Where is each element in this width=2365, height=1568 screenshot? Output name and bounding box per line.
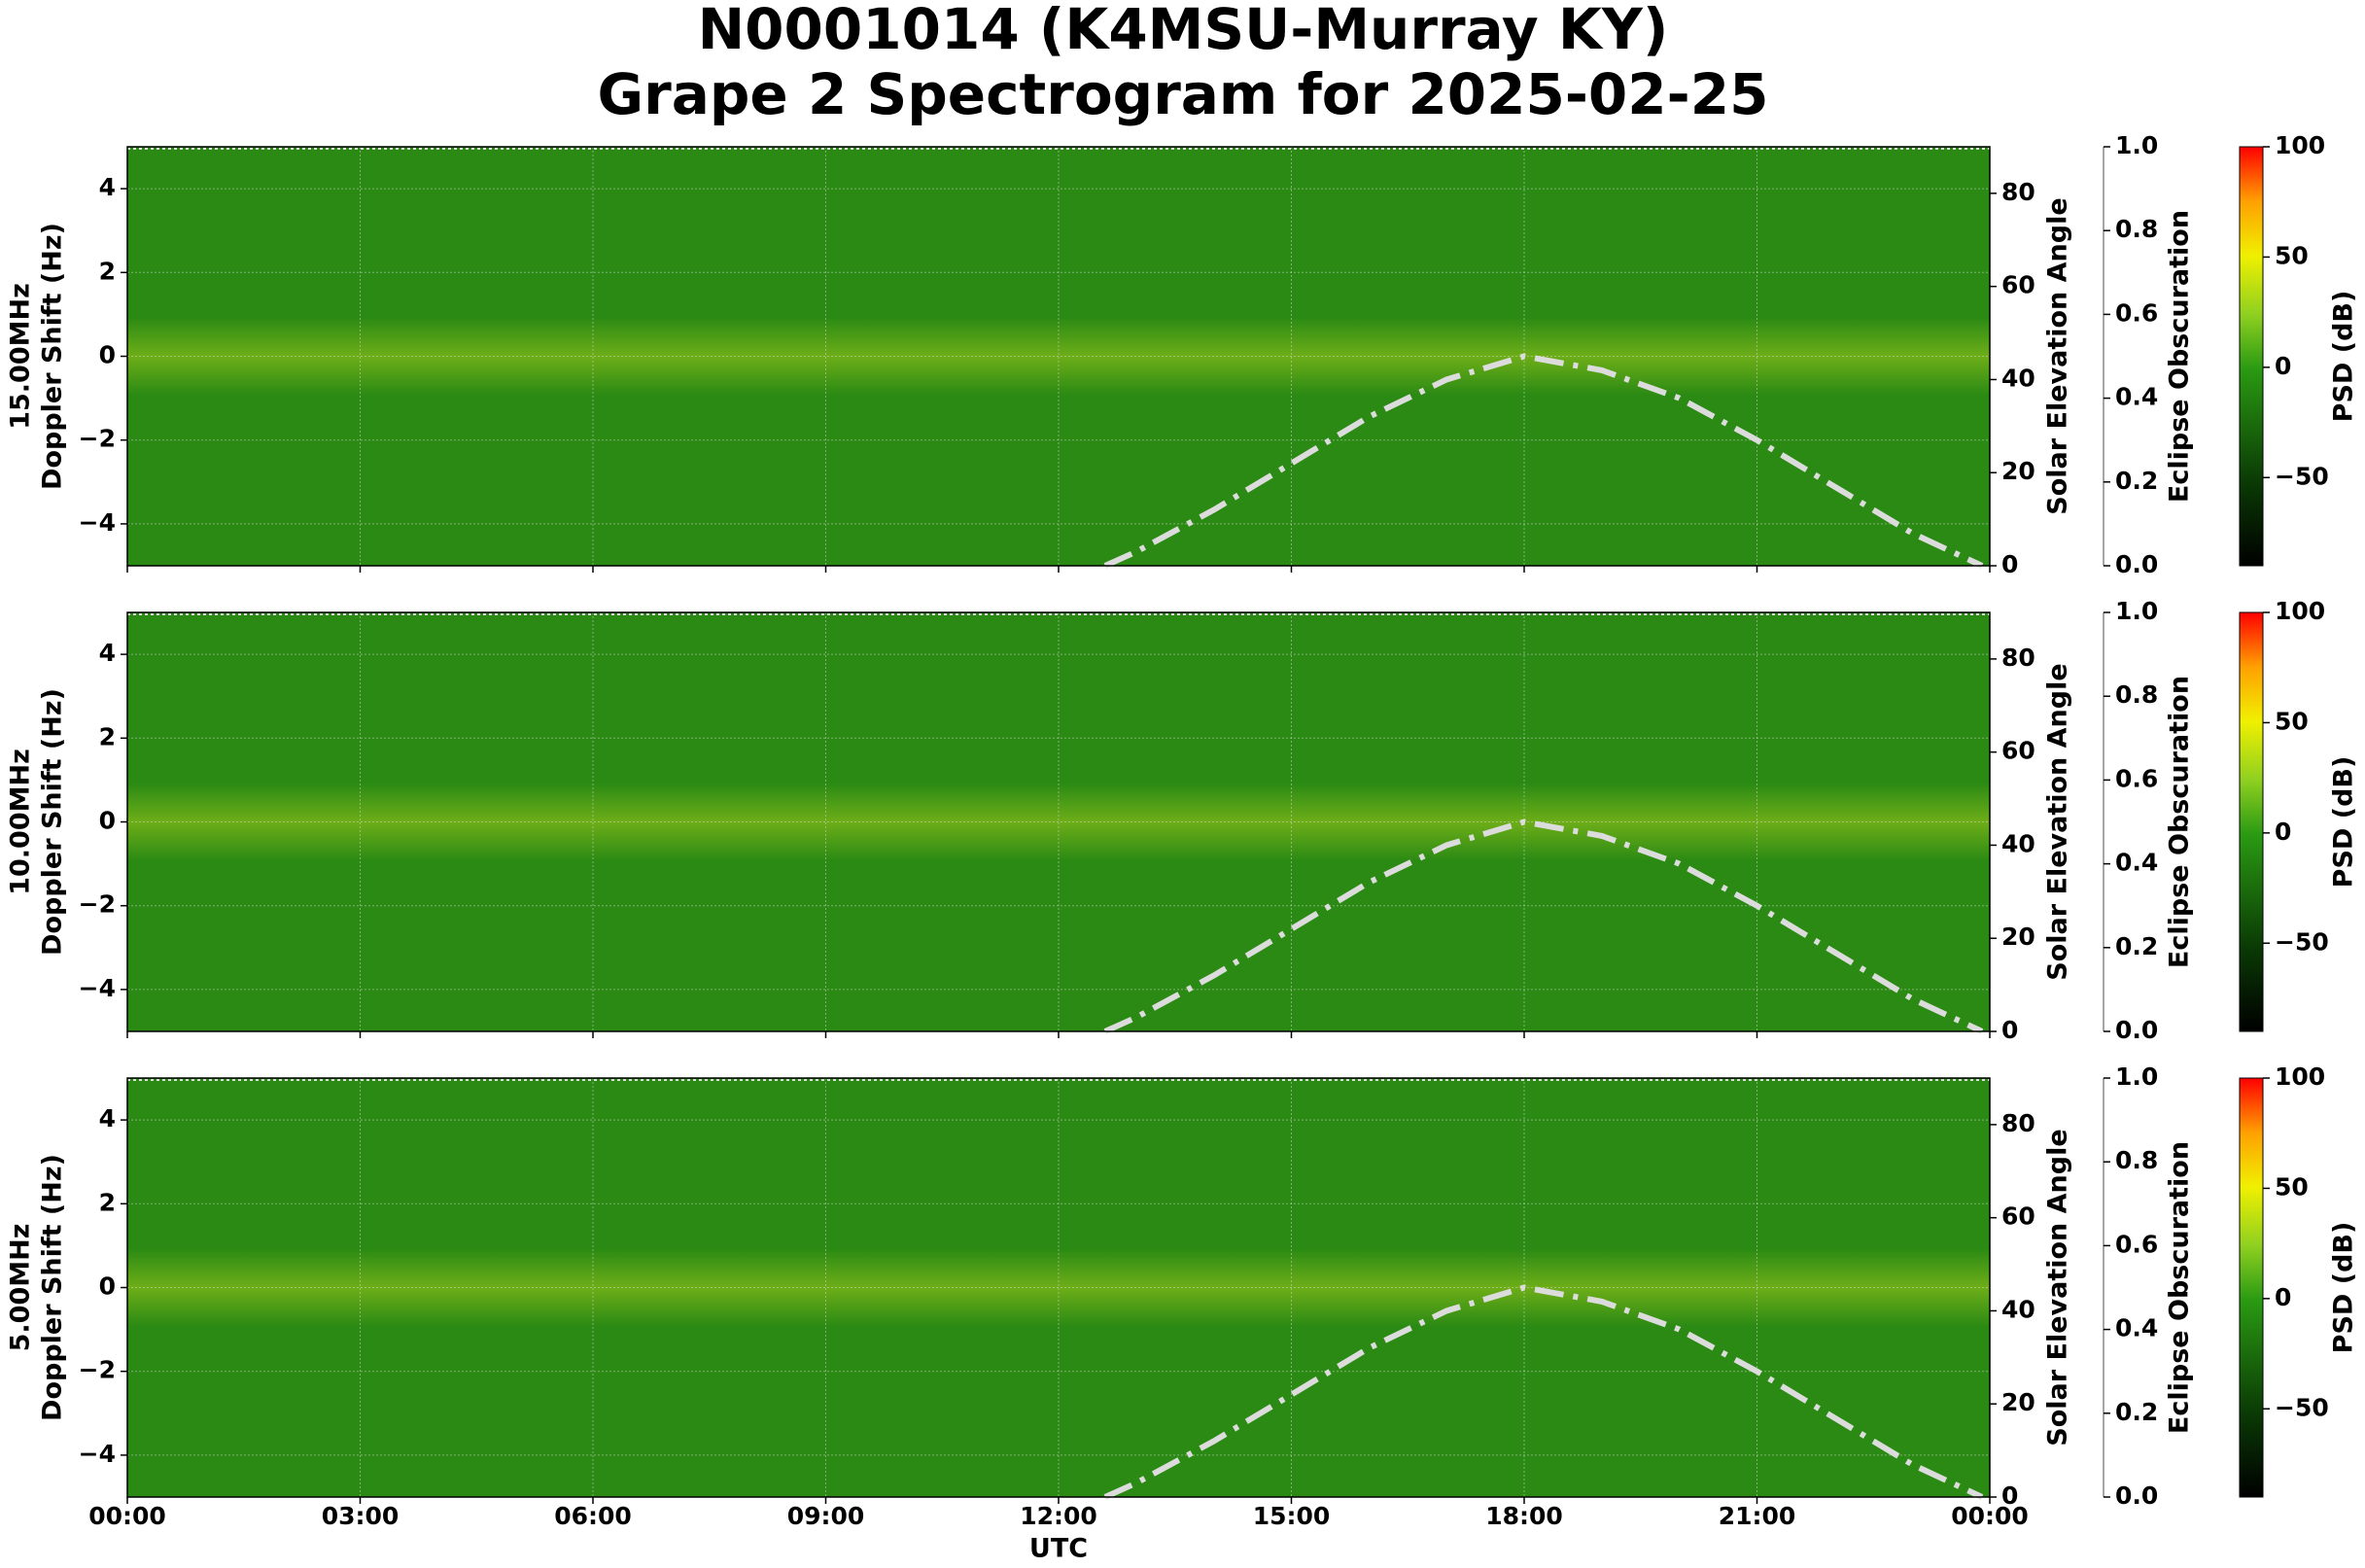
y2-tick-label: 40 (2001, 364, 2035, 392)
colorbar-label: PSD (dB) (2329, 756, 2359, 889)
y-tick-label: 0 (99, 341, 116, 369)
y3-axis-label: Eclipse Obscuration (2165, 210, 2195, 503)
y3-tick-label: 1.0 (2115, 597, 2158, 625)
y-tick-label: −2 (79, 425, 116, 453)
y-tick-label: 2 (99, 722, 116, 750)
y-tick-label: 4 (99, 639, 116, 667)
colorbar-tick-label: 100 (2275, 1063, 2325, 1091)
y-axis-label: Doppler Shift (Hz) (38, 223, 68, 490)
y2-tick-label: 20 (2001, 457, 2035, 485)
y3-tick-label: 0.8 (2115, 680, 2158, 709)
colorbar-label: PSD (dB) (2329, 1222, 2359, 1354)
solar-elevation-line (1103, 353, 1984, 569)
colorbar-tick-label: 100 (2275, 597, 2325, 625)
y3-tick-label: 0.4 (2115, 383, 2158, 411)
colorbar-label: PSD (dB) (2329, 291, 2359, 423)
chart-title: N0001014 (K4MSU-Murray KY) (698, 0, 1669, 62)
y-axis-label: Doppler Shift (Hz) (38, 688, 68, 956)
y3-axis-label: Eclipse Obscuration (2165, 676, 2195, 968)
y-tick-label: 2 (99, 257, 116, 285)
y2-tick-label: 80 (2001, 178, 2035, 206)
x-axis-label: UTC (1029, 1534, 1088, 1564)
y-tick-label: 4 (99, 173, 116, 201)
colorbar (2239, 146, 2264, 567)
solar-elevation-line (1103, 1284, 1984, 1500)
y-axis-label: 5.00MHz (6, 1224, 36, 1352)
y-tick-label: −4 (79, 974, 116, 1002)
y-tick-label: −4 (79, 1440, 116, 1468)
x-tick-label: 15:00 (1253, 1502, 1331, 1530)
y-axis-label: 10.00MHz (6, 749, 36, 895)
colorbar-tick-label: −50 (2275, 927, 2329, 956)
y3-axis-label: Eclipse Obscuration (2165, 1141, 2195, 1434)
colorbar-tick-label: 0 (2275, 1283, 2291, 1311)
colorbar-tick-label: 50 (2275, 241, 2309, 269)
y2-tick-label: 80 (2001, 1109, 2035, 1137)
x-tick-label: 18:00 (1485, 1502, 1563, 1530)
y3-tick-label: 0.8 (2115, 1146, 2158, 1174)
y3-tick-label: 0.0 (2115, 550, 2158, 578)
y3-tick-label: 0.6 (2115, 298, 2158, 327)
colorbar (2239, 1077, 2264, 1498)
y-tick-label: 0 (99, 1272, 116, 1301)
y3-tick-label: 0.8 (2115, 215, 2158, 243)
x-tick-label: 06:00 (554, 1502, 632, 1530)
y3-tick-label: 0.2 (2115, 1398, 2158, 1426)
colorbar-tick-label: −50 (2275, 1393, 2329, 1421)
colorbar-tick-label: −50 (2275, 462, 2329, 490)
y2-tick-label: 20 (2001, 1388, 2035, 1416)
plot-frame (126, 611, 1991, 1032)
y-tick-label: −2 (79, 890, 116, 919)
solar-elevation-line (1103, 819, 1984, 1034)
plot-frame (126, 146, 1991, 567)
y2-tick-label: 20 (2001, 923, 2035, 951)
y3-tick-label: 0.4 (2115, 849, 2158, 877)
y-tick-label: 0 (99, 807, 116, 835)
y2-tick-label: 40 (2001, 1295, 2035, 1323)
y2-tick-label: 0 (2001, 1016, 2018, 1044)
chart-subtitle: Grape 2 Spectrogram for 2025-02-25 (598, 61, 1769, 127)
y2-tick-label: 80 (2001, 644, 2035, 672)
y2-tick-label: 60 (2001, 737, 2035, 765)
x-tick-label: 00:00 (88, 1502, 166, 1530)
y-axis-label: Doppler Shift (Hz) (38, 1154, 68, 1421)
plot-frame (126, 1077, 1991, 1498)
y3-tick-label: 0.6 (2115, 764, 2158, 792)
y3-tick-label: 0.4 (2115, 1314, 2158, 1342)
colorbar-tick-label: 100 (2275, 131, 2325, 159)
colorbar-tick-label: 0 (2275, 352, 2291, 380)
colorbar-tick-label: 50 (2275, 1172, 2309, 1201)
y3-tick-label: 1.0 (2115, 131, 2158, 159)
y2-tick-label: 60 (2001, 1202, 2035, 1231)
y3-tick-label: 0.0 (2115, 1016, 2158, 1044)
colorbar-tick-label: 50 (2275, 707, 2309, 735)
y-tick-label: 2 (99, 1188, 116, 1216)
y2-tick-label: 0 (2001, 550, 2018, 578)
y2-tick-label: 40 (2001, 829, 2035, 857)
x-tick-label: 09:00 (787, 1502, 865, 1530)
y-tick-label: −2 (79, 1356, 116, 1384)
x-tick-label: 00:00 (1951, 1502, 2029, 1530)
x-tick-label: 12:00 (1020, 1502, 1097, 1530)
y2-tick-label: 60 (2001, 271, 2035, 299)
x-tick-label: 03:00 (322, 1502, 400, 1530)
y-axis-label: 15.00MHz (6, 283, 36, 430)
y3-tick-label: 0.2 (2115, 932, 2158, 960)
y3-tick-label: 0.6 (2115, 1230, 2158, 1258)
colorbar-tick-label: 0 (2275, 818, 2291, 846)
y3-tick-label: 0.2 (2115, 467, 2158, 495)
y-tick-label: −4 (79, 508, 116, 537)
y-tick-label: 4 (99, 1104, 116, 1132)
y3-tick-label: 1.0 (2115, 1063, 2158, 1091)
y2-tick-label: 0 (2001, 1481, 2018, 1510)
colorbar (2239, 611, 2264, 1032)
y2-axis-label: Solar Elevation Angle (2043, 197, 2073, 514)
x-tick-label: 21:00 (1719, 1502, 1796, 1530)
y3-tick-label: 0.0 (2115, 1481, 2158, 1510)
y2-axis-label: Solar Elevation Angle (2043, 1129, 2073, 1446)
y2-axis-label: Solar Elevation Angle (2043, 663, 2073, 980)
